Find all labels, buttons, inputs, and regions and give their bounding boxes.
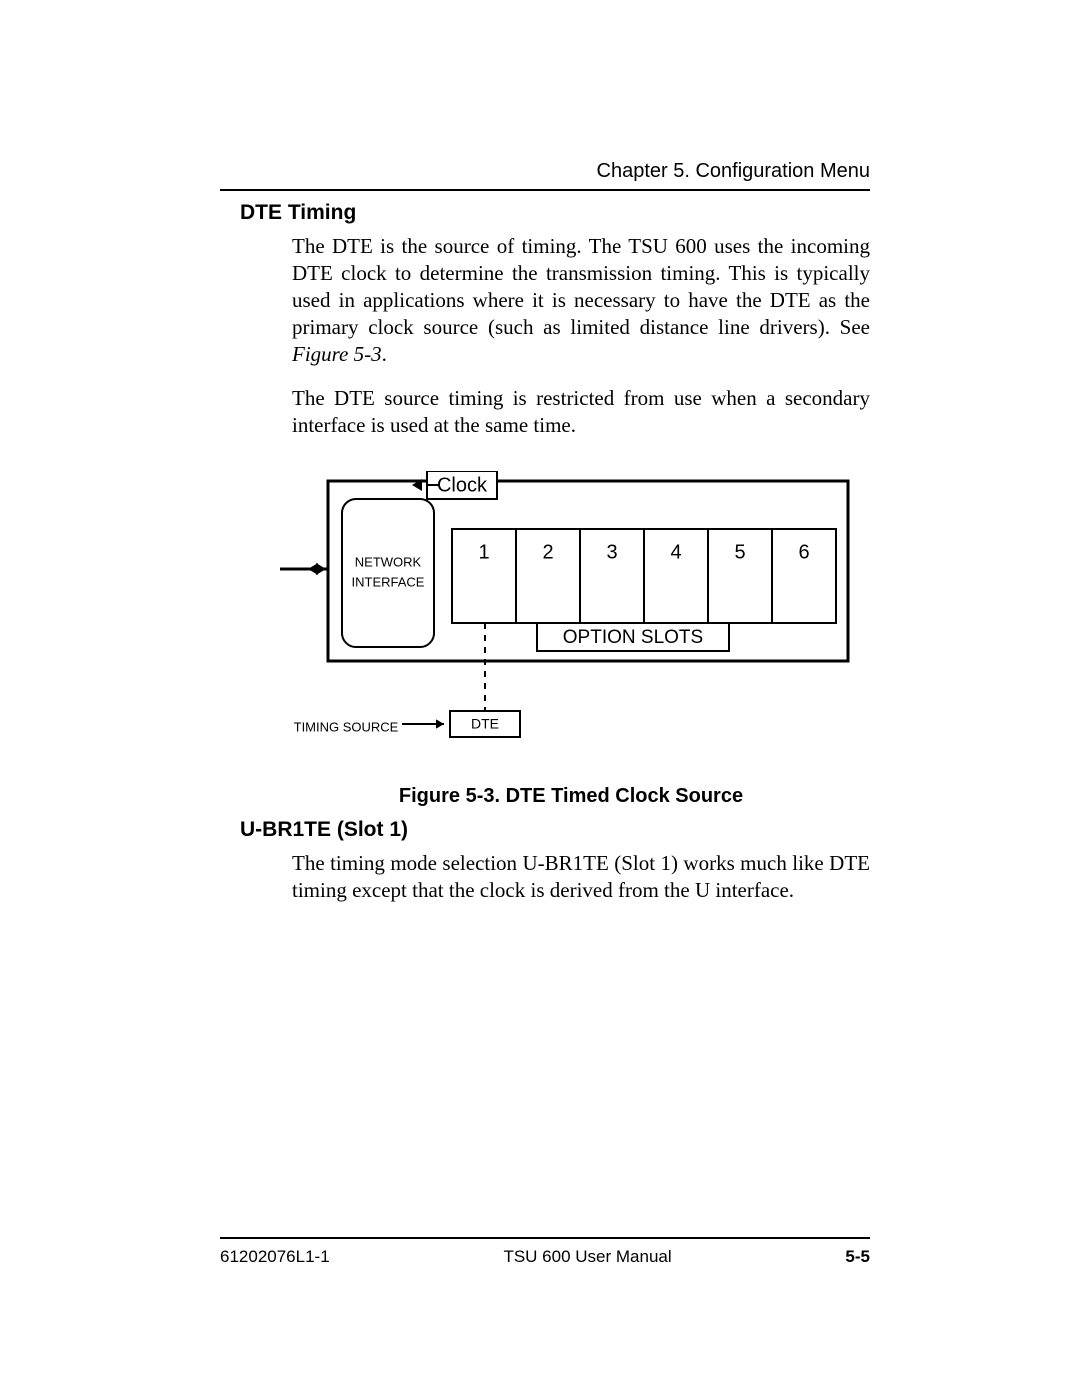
svg-text:TIMING SOURCE: TIMING SOURCE: [294, 720, 399, 735]
figure-caption: Figure 5-3. DTE Timed Clock Source: [272, 785, 870, 808]
chapter-header: Chapter 5. Configuration Menu: [220, 160, 870, 183]
header-rule: [220, 189, 870, 191]
footer-page-number: 5-5: [845, 1247, 870, 1267]
figure-reference: Figure 5-3: [292, 342, 382, 366]
heading-ubr1te: U-BR1TE (Slot 1): [240, 818, 870, 842]
page-footer: 61202076L1-1 TSU 600 User Manual 5-5: [220, 1237, 870, 1267]
para-dte-1-text: The DTE is the source of timing. The TSU…: [292, 234, 870, 339]
svg-text:3: 3: [606, 541, 617, 563]
para-dte-1: The DTE is the source of timing. The TSU…: [292, 233, 870, 367]
svg-text:5: 5: [734, 541, 745, 563]
svg-text:INTERFACE: INTERFACE: [352, 575, 425, 590]
svg-text:NETWORK: NETWORK: [355, 555, 422, 570]
svg-text:2: 2: [542, 541, 553, 563]
footer-manual-title: TSU 600 User Manual: [503, 1247, 671, 1267]
svg-text:4: 4: [670, 541, 681, 563]
svg-text:OPTION SLOTS: OPTION SLOTS: [563, 627, 703, 648]
diagram-svg: NETWORK INTERFACE 1 2 3 4 5 6 OPTION SLOTS Clock D…: [272, 471, 872, 771]
figure-5-3: NETWORK INTERFACE 1 2 3 4 5 6 OPTION SLOTS Clock D…: [272, 471, 870, 808]
svg-text:DTE: DTE: [471, 716, 499, 732]
svg-text:6: 6: [798, 541, 809, 563]
svg-text:1: 1: [478, 541, 489, 563]
heading-dte-timing: DTE Timing: [240, 201, 870, 225]
svg-text:Clock: Clock: [437, 474, 488, 496]
footer-rule: [220, 1237, 870, 1239]
para-dte-2: The DTE source timing is restricted from…: [292, 385, 870, 439]
para-ubr1te: The timing mode selection U-BR1TE (Slot …: [292, 850, 870, 904]
manual-page: Chapter 5. Configuration Menu DTE Timing…: [0, 0, 1080, 1397]
footer-doc-number: 61202076L1-1: [220, 1247, 330, 1267]
para-dte-1-suffix: .: [382, 342, 387, 366]
